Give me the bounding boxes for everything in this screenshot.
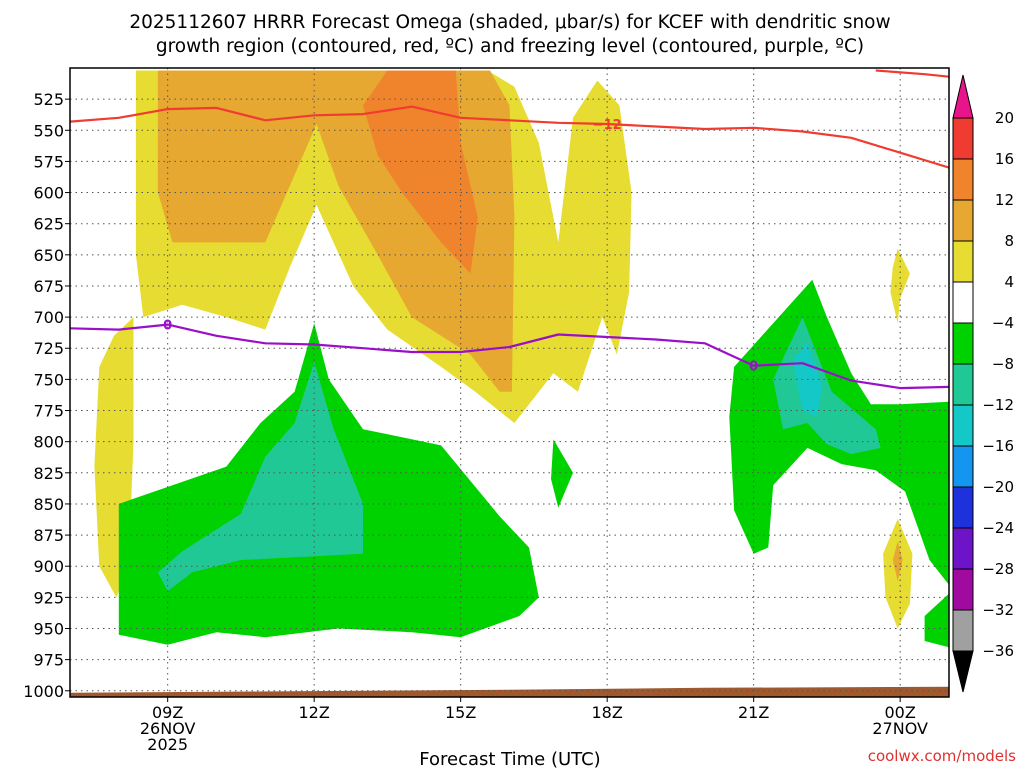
colorbar-bin-6 xyxy=(952,322,974,365)
y-tick-label-625: 625 xyxy=(33,215,64,234)
y-tick-label-975: 975 xyxy=(33,651,64,670)
colorbar-label-1: 16 xyxy=(995,150,1014,168)
colorbar-label-10: −24 xyxy=(982,519,1014,537)
colorbar-label-9: −20 xyxy=(982,478,1014,496)
x-tick-label-24-0: 00Z xyxy=(885,703,916,722)
colorbar-bin-7 xyxy=(952,363,974,406)
colorbar-label-12: −32 xyxy=(982,601,1014,619)
omega-shaded-field xyxy=(70,70,949,697)
contour-line-1 xyxy=(875,69,949,78)
y-tick-label-950: 950 xyxy=(33,619,64,638)
colorbar-label-5: −4 xyxy=(992,314,1014,332)
contour-lines: −12 0 0 xyxy=(70,69,949,390)
y-tick-label-900: 900 xyxy=(33,557,64,576)
y-tick-label-775: 775 xyxy=(33,402,64,421)
y-tick-label-850: 850 xyxy=(33,495,64,514)
y-tick-label-675: 675 xyxy=(33,277,64,296)
colorbar-label-0: 20 xyxy=(995,109,1014,127)
omega-region-8 xyxy=(551,439,573,508)
omega-region-5 xyxy=(892,541,903,582)
y-tick-label-800: 800 xyxy=(33,433,64,452)
omega-region-10 xyxy=(924,593,949,648)
y-tick-label-750: 750 xyxy=(33,370,64,389)
colorbar-bin-9 xyxy=(952,445,974,488)
y-tick-label-725: 725 xyxy=(33,339,64,358)
colorbar-bin-12 xyxy=(952,568,974,611)
colorbar-label-6: −8 xyxy=(992,355,1014,373)
x-tick-label-9-0: 09Z xyxy=(152,703,183,722)
colorbar-bin-13 xyxy=(952,609,974,652)
x-tick-label-18-0: 18Z xyxy=(592,703,623,722)
colorbar-bin-1 xyxy=(952,117,974,160)
y-tick-label-600: 600 xyxy=(33,184,64,203)
y-tick-label-875: 875 xyxy=(33,526,64,545)
contour-label-1: 0 xyxy=(163,319,172,334)
contour-line-0 xyxy=(70,105,949,169)
y-tick-label-700: 700 xyxy=(33,308,64,327)
omega-region-12 xyxy=(773,317,881,455)
chart-title-line-2: growth region (contoured, red, ºC) and f… xyxy=(156,36,864,57)
colorbar-label-13: −36 xyxy=(982,642,1014,660)
colorbar-bin-14 xyxy=(952,650,974,693)
x-tick-label-9-2: 2025 xyxy=(147,735,188,754)
y-tick-label-650: 650 xyxy=(33,246,64,265)
x-tick-label-9-1: 26NOV xyxy=(140,719,196,738)
colorbar-bin-5 xyxy=(952,281,974,324)
colorbar-label-4: 4 xyxy=(1004,273,1014,291)
colorbar-label-8: −16 xyxy=(982,437,1014,455)
colorbar-bin-10 xyxy=(952,486,974,529)
x-tick-label-21-0: 21Z xyxy=(738,703,769,722)
y-tick-label-550: 550 xyxy=(33,121,64,140)
x-tick-label-12-0: 12Z xyxy=(299,703,330,722)
y-tick-label-575: 575 xyxy=(33,152,64,171)
credit-text: coolwx.com/models xyxy=(868,747,1016,765)
y-tick-label-1000: 1000 xyxy=(23,682,64,701)
omega-region-2 xyxy=(890,248,910,324)
plot-gridlines xyxy=(70,68,949,697)
colorbar-bin-8 xyxy=(952,404,974,447)
contour-label-0: −12 xyxy=(593,118,622,133)
colorbar-bin-2 xyxy=(952,158,974,201)
colorbar-bin-4 xyxy=(952,240,974,283)
colorbar-bin-3 xyxy=(952,199,974,242)
colorbar-label-11: −28 xyxy=(982,560,1014,578)
contour-line-2 xyxy=(70,323,949,390)
omega-region-6 xyxy=(363,70,478,274)
x-tick-label-15-0: 15Z xyxy=(445,703,476,722)
y-tick-label-525: 525 xyxy=(33,90,64,109)
omega-region-11 xyxy=(157,361,363,592)
y-tick-label-825: 825 xyxy=(33,464,64,483)
x-axis-title: Forecast Time (UTC) xyxy=(419,749,600,768)
ground-strip xyxy=(70,686,949,697)
contour-label-2: 0 xyxy=(749,360,758,375)
pressure-axis: 525 550 575 600 625 650 675 700 725 750 775 800 825 8… xyxy=(23,90,70,701)
colorbar-label-7: −12 xyxy=(982,396,1014,414)
colorbar-label-2: 12 xyxy=(995,191,1014,209)
x-tick-label-24-1: 27NOV xyxy=(872,719,928,738)
colorbar-bin-11 xyxy=(952,527,974,570)
colorbar-label-3: 8 xyxy=(1004,232,1014,250)
y-tick-label-925: 925 xyxy=(33,588,64,607)
omega-colorbar: 20 16 12 8 4 −4 −8 −12 −16 −20 −24 −28 −32 −36 xyxy=(952,74,1014,693)
chart-title-line-1: 2025112607 HRRR Forecast Omega (shaded, … xyxy=(129,12,890,33)
colorbar-bin-0 xyxy=(952,74,974,119)
plot-frame xyxy=(69,67,950,698)
